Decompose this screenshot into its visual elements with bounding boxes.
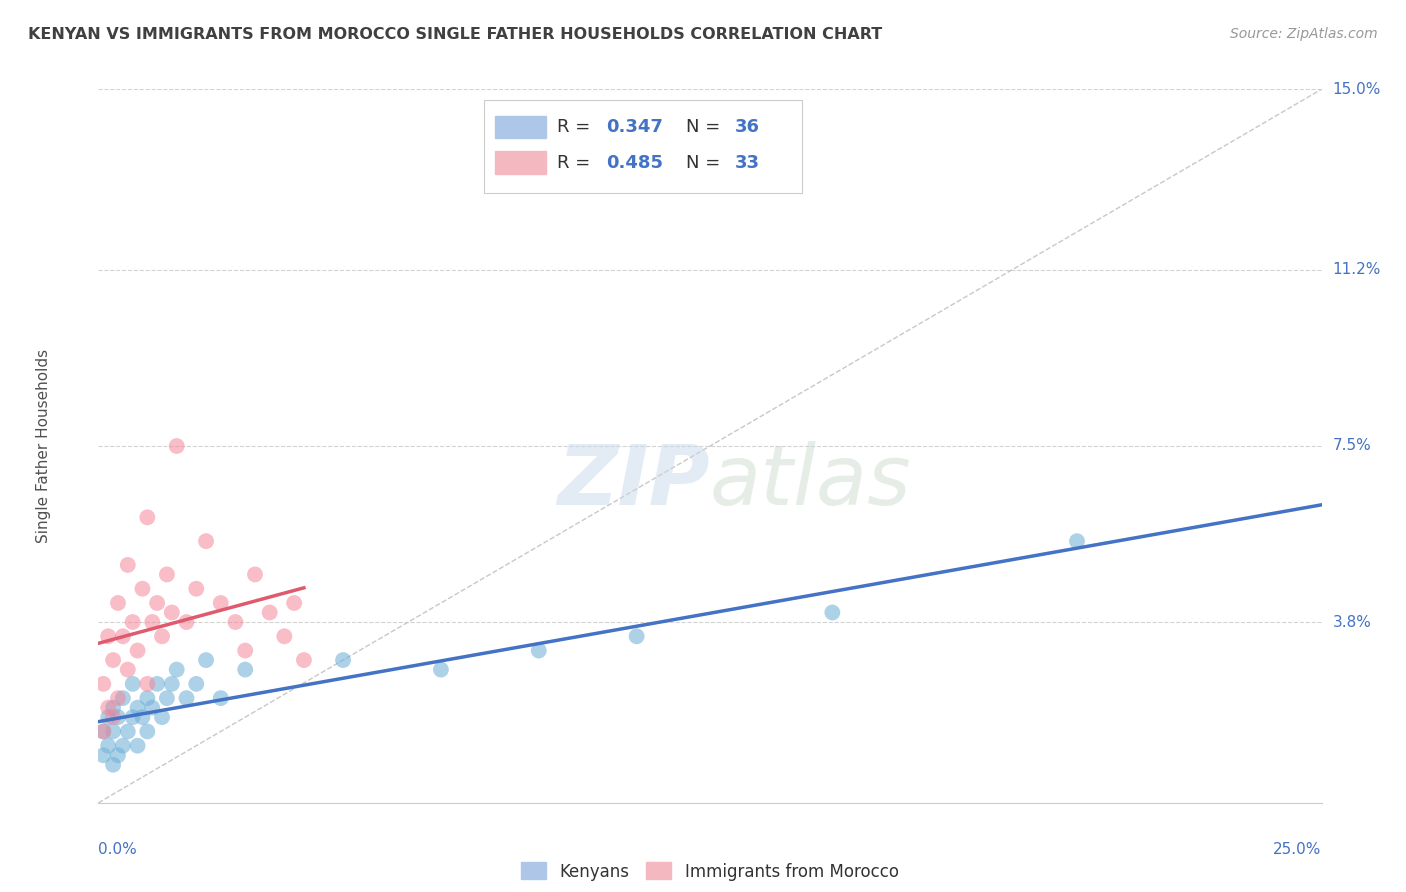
Point <box>146 677 169 691</box>
Point <box>209 596 232 610</box>
Point <box>91 748 114 763</box>
Point <box>101 700 124 714</box>
Point <box>127 739 149 753</box>
Point <box>121 615 143 629</box>
Point <box>101 724 124 739</box>
Text: N =: N = <box>686 153 725 171</box>
Point <box>91 724 114 739</box>
Point <box>97 710 120 724</box>
FancyBboxPatch shape <box>495 116 546 138</box>
Point <box>136 510 159 524</box>
Point <box>97 629 120 643</box>
Point <box>107 691 129 706</box>
Point <box>97 739 120 753</box>
Point <box>111 739 134 753</box>
Point <box>156 567 179 582</box>
Point <box>131 710 153 724</box>
Point <box>97 700 120 714</box>
FancyBboxPatch shape <box>484 100 801 193</box>
Point <box>117 558 139 572</box>
Point <box>626 629 648 643</box>
Text: N =: N = <box>686 118 725 136</box>
Point <box>332 653 354 667</box>
Text: 15.0%: 15.0% <box>1333 82 1381 96</box>
Text: 0.0%: 0.0% <box>98 842 138 856</box>
Point <box>233 663 256 677</box>
Point <box>136 724 159 739</box>
Point <box>243 567 266 582</box>
Point <box>141 615 163 629</box>
Text: KENYAN VS IMMIGRANTS FROM MOROCCO SINGLE FATHER HOUSEHOLDS CORRELATION CHART: KENYAN VS IMMIGRANTS FROM MOROCCO SINGLE… <box>28 27 883 42</box>
Text: ZIP: ZIP <box>557 442 710 522</box>
Point <box>101 757 124 772</box>
Point <box>91 724 114 739</box>
Point <box>160 677 183 691</box>
Point <box>527 643 550 657</box>
Point <box>166 439 188 453</box>
Point <box>141 700 163 714</box>
Text: 11.2%: 11.2% <box>1333 262 1381 277</box>
Text: 25.0%: 25.0% <box>1274 842 1322 856</box>
Text: R =: R = <box>557 118 596 136</box>
Point <box>111 691 134 706</box>
Point <box>273 629 295 643</box>
Point <box>127 700 149 714</box>
Point <box>117 724 139 739</box>
Text: Source: ZipAtlas.com: Source: ZipAtlas.com <box>1230 27 1378 41</box>
Point <box>146 596 169 610</box>
Text: 3.8%: 3.8% <box>1333 615 1372 630</box>
Point <box>186 582 208 596</box>
Point <box>224 615 246 629</box>
Text: atlas: atlas <box>710 442 911 522</box>
FancyBboxPatch shape <box>495 152 546 174</box>
Point <box>131 582 153 596</box>
Point <box>101 653 124 667</box>
Point <box>156 691 179 706</box>
Point <box>150 710 173 724</box>
Point <box>101 710 124 724</box>
Point <box>127 643 149 657</box>
Text: Single Father Households: Single Father Households <box>37 349 51 543</box>
Point <box>176 691 198 706</box>
Point <box>186 677 208 691</box>
Point <box>259 606 281 620</box>
Point <box>150 629 173 643</box>
Point <box>121 677 143 691</box>
Text: R =: R = <box>557 153 596 171</box>
Point <box>107 596 129 610</box>
Text: 7.5%: 7.5% <box>1333 439 1371 453</box>
Point <box>136 677 159 691</box>
Point <box>209 691 232 706</box>
Point <box>121 710 143 724</box>
Point <box>107 748 129 763</box>
Point <box>136 691 159 706</box>
Point <box>91 677 114 691</box>
Point <box>233 643 256 657</box>
Text: 0.347: 0.347 <box>606 118 664 136</box>
Point <box>111 629 134 643</box>
Point <box>195 653 218 667</box>
Text: 0.485: 0.485 <box>606 153 664 171</box>
Legend: Kenyans, Immigrants from Morocco: Kenyans, Immigrants from Morocco <box>515 855 905 888</box>
Point <box>176 615 198 629</box>
Text: 36: 36 <box>734 118 759 136</box>
Point <box>166 663 188 677</box>
Point <box>430 663 453 677</box>
Point <box>283 596 305 610</box>
Point <box>117 663 139 677</box>
Point <box>1066 534 1088 549</box>
Point <box>107 710 129 724</box>
Point <box>821 606 844 620</box>
Text: 33: 33 <box>734 153 759 171</box>
Point <box>160 606 183 620</box>
Point <box>292 653 315 667</box>
Point <box>195 534 218 549</box>
